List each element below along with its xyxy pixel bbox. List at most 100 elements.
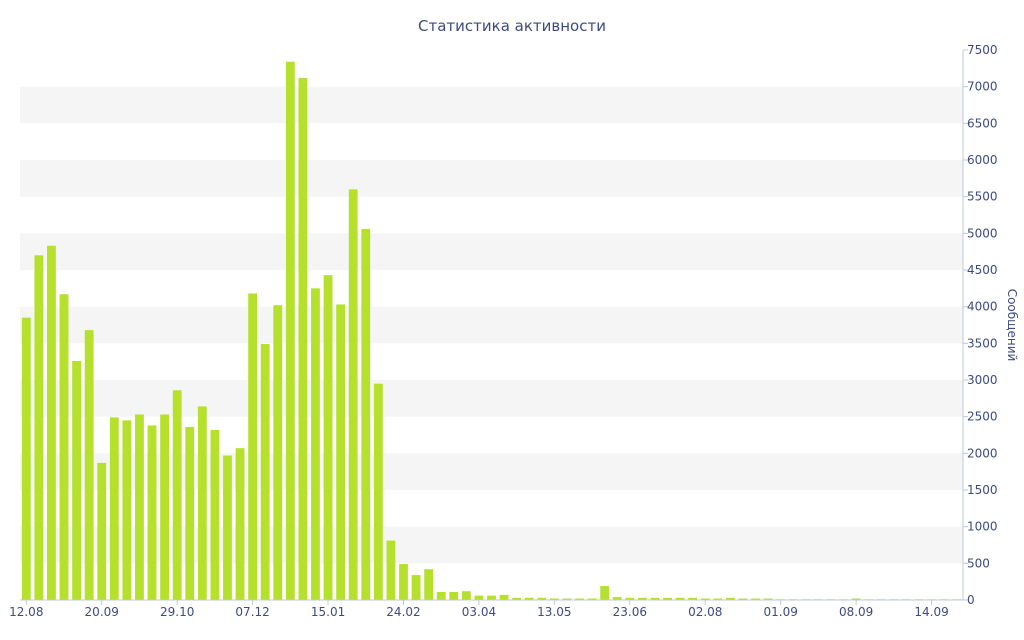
bar <box>625 597 635 600</box>
x-ticks: 12.08 20.09 29.10 07.12 15.01 24.02 03.04 13.05… <box>9 600 949 619</box>
bar <box>675 597 685 600</box>
bar <box>612 597 622 600</box>
bar <box>650 597 660 600</box>
bar <box>135 414 144 600</box>
grid-band <box>20 233 963 270</box>
y-tick-label: 1500 <box>967 483 998 497</box>
y-tick-label: 1000 <box>967 520 998 534</box>
bar <box>738 598 748 600</box>
bar <box>663 597 672 600</box>
bar <box>575 598 584 600</box>
bar <box>587 598 597 600</box>
grid-band <box>20 380 963 417</box>
x-tick-label: 01.09 <box>764 605 798 619</box>
x-tick-label: 02.08 <box>688 605 722 619</box>
x-tick-label: 08.09 <box>839 605 873 619</box>
bar <box>311 288 320 600</box>
bar <box>160 414 169 600</box>
y-axis-label: Сообщений <box>1005 289 1019 362</box>
bar <box>461 591 471 600</box>
bar <box>34 255 44 600</box>
bar <box>449 591 459 600</box>
bar <box>185 426 195 600</box>
bar <box>399 564 408 600</box>
y-tick-label: 4000 <box>967 300 998 314</box>
y-tick-label: 500 <box>967 556 990 570</box>
bar <box>386 540 396 600</box>
bar <box>549 598 559 600</box>
x-tick-label: 15.01 <box>311 605 345 619</box>
bar <box>59 294 69 600</box>
bar <box>725 597 735 600</box>
bar <box>751 598 760 600</box>
bar <box>97 462 107 600</box>
bar <box>147 425 157 600</box>
bar <box>172 390 182 600</box>
bar <box>487 595 496 600</box>
x-tick-label: 24.02 <box>386 605 420 619</box>
bar <box>537 597 547 600</box>
bar <box>72 360 81 600</box>
bar <box>323 275 333 600</box>
bar <box>122 420 132 600</box>
bar <box>713 598 723 600</box>
bar <box>851 598 861 600</box>
bar <box>47 245 56 601</box>
y-tick-label: 2500 <box>967 410 998 424</box>
y-tick-label: 0 <box>967 593 975 607</box>
bar <box>600 586 610 600</box>
y-tick-label: 5500 <box>967 190 998 204</box>
bar <box>235 448 245 600</box>
bar <box>248 293 258 600</box>
bar <box>499 594 509 600</box>
x-tick-label: 29.10 <box>160 605 194 619</box>
y-tick-label: 5000 <box>967 226 998 240</box>
bar <box>273 305 283 600</box>
y-tick-label: 7000 <box>967 80 998 94</box>
bar <box>298 77 308 601</box>
x-tick-label: 07.12 <box>235 605 269 619</box>
bar <box>637 597 647 600</box>
y-tick-label: 6000 <box>967 153 998 167</box>
bar <box>285 61 295 601</box>
grid-band <box>20 306 963 344</box>
bar <box>524 597 534 600</box>
bar <box>84 330 94 600</box>
bar <box>336 304 346 600</box>
y-tick-label: 2000 <box>967 446 998 460</box>
bar <box>348 189 358 600</box>
bar <box>210 429 220 600</box>
bar <box>474 595 484 600</box>
x-tick-label: 12.08 <box>9 605 43 619</box>
bar <box>424 569 434 600</box>
bar <box>436 591 446 600</box>
y-tick-label: 3000 <box>967 373 998 387</box>
bar <box>373 383 383 600</box>
x-tick-label: 03.04 <box>462 605 496 619</box>
bar <box>763 598 773 600</box>
y-tick-label: 6500 <box>967 116 998 130</box>
bar <box>197 406 207 600</box>
bar <box>562 598 572 600</box>
chart-title: Статистика активности <box>418 17 606 35</box>
bar <box>512 597 522 600</box>
bar <box>260 344 270 600</box>
bar <box>109 417 119 600</box>
y-tick-label: 4500 <box>967 263 998 277</box>
bar <box>688 597 698 600</box>
bar <box>361 228 371 600</box>
grid-band <box>20 160 963 197</box>
bar <box>700 598 710 600</box>
y-ticks: 0 500 1000 1500 2000 2500 3000 3500 4000 4500 5000… <box>963 43 998 607</box>
bars <box>21 61 962 601</box>
bar <box>223 455 232 600</box>
bar <box>411 575 421 600</box>
x-tick-label: 20.09 <box>85 605 119 619</box>
bar <box>21 317 31 600</box>
x-tick-label: 23.06 <box>613 605 647 619</box>
grid-band <box>20 86 963 124</box>
y-tick-label: 3500 <box>967 336 998 350</box>
grid-bands <box>20 86 963 564</box>
x-tick-label: 14.09 <box>914 605 948 619</box>
